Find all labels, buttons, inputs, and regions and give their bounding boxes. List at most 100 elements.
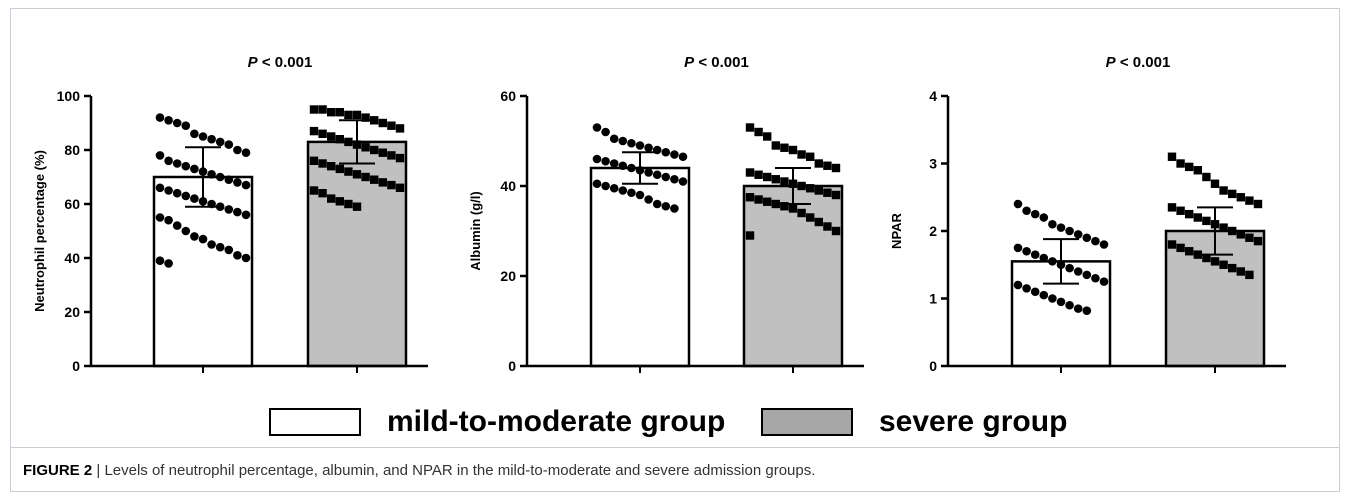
data-point [806,152,815,161]
bar-severe [306,140,408,368]
data-point [1013,243,1023,253]
data-point [1228,189,1237,199]
data-point [618,186,628,195]
data-point [327,108,336,117]
bar-mild [589,166,691,368]
data-point [1202,216,1211,226]
data-point [627,188,636,198]
data-point [1228,226,1237,236]
data-point [1099,240,1109,249]
data-point [823,222,832,231]
data-point [754,127,763,137]
data-point [601,156,610,166]
data-point [823,161,832,170]
chart-title: P < 0.001 [684,54,749,71]
data-point [1167,240,1177,249]
data-point [164,215,173,225]
data-point [1030,287,1040,297]
title-p-value: < 0.001 [258,54,313,71]
legend-mild: mild-to-moderate group [269,402,725,442]
data-point [224,245,234,255]
data-point [745,168,755,177]
data-point [327,132,336,141]
caption-separator: | [96,462,101,479]
data-point [181,161,191,171]
data-point [745,193,755,202]
data-point [327,194,336,203]
data-point [335,164,344,174]
data-point [1048,219,1057,229]
data-point [1185,247,1194,256]
data-point [1253,236,1263,246]
data-point [1253,199,1263,209]
data-point [1202,172,1211,182]
data-point [207,240,216,249]
data-point [344,199,353,209]
data-point [1176,206,1185,215]
data-point [344,137,353,147]
data-point [1091,273,1100,283]
data-point [1236,267,1245,276]
data-point [1193,213,1202,222]
data-point [318,105,327,114]
data-point [788,204,798,213]
data-point [155,151,165,160]
data-point [780,143,789,152]
data-point [387,121,396,130]
figure-caption: FIGURE 2 | Levels of neutrophil percenta… [11,447,1339,479]
data-point [1073,304,1083,313]
data-point [207,170,216,179]
data-point [1219,260,1228,269]
data-point [309,156,319,165]
data-point [1065,300,1074,310]
data-point [1030,250,1040,259]
data-point [241,148,251,157]
data-point [1219,186,1228,195]
data-point [601,181,610,191]
data-point [1073,230,1083,239]
data-point [644,168,653,177]
data-point [207,134,216,144]
data-point [352,110,362,120]
data-point [670,150,679,159]
data-point [1022,284,1031,293]
data-point [763,197,772,206]
data-point [318,159,327,168]
data-point [609,183,619,193]
data-point [1065,226,1074,236]
data-point [361,113,370,122]
data-point [635,141,645,150]
data-point [172,159,182,168]
chart-2: P < 0.001 Albumin (g/l) 0 20 40 60 [468,54,864,374]
data-point [172,118,182,128]
data-point [352,170,362,179]
data-point [670,174,679,184]
data-point [378,178,387,187]
y-axis-label: Neutrophil percentage (%) [32,150,47,312]
data-point [1048,294,1057,303]
data-point [771,141,780,150]
data-point [652,199,662,209]
data-point [335,197,344,206]
data-point [309,105,319,114]
data-point [1091,236,1100,246]
data-point [618,136,628,146]
title-p-italic: P [1106,54,1117,71]
data-point [1176,159,1185,168]
data-point [1167,203,1177,212]
data-point [754,170,763,179]
data-point [754,195,763,204]
data-point [224,140,234,149]
data-point [1219,223,1228,232]
y-axis-label: NPAR [889,212,904,248]
data-point [806,213,815,222]
y-tick-label: 80 [64,142,80,158]
data-point [609,159,619,168]
data-point [831,190,841,200]
data-point [1210,179,1220,188]
data-point [609,134,619,144]
data-point [318,129,327,138]
data-point [1082,270,1092,280]
data-point [241,210,251,220]
y-axis-label: Albumin (g/l) [468,191,483,270]
